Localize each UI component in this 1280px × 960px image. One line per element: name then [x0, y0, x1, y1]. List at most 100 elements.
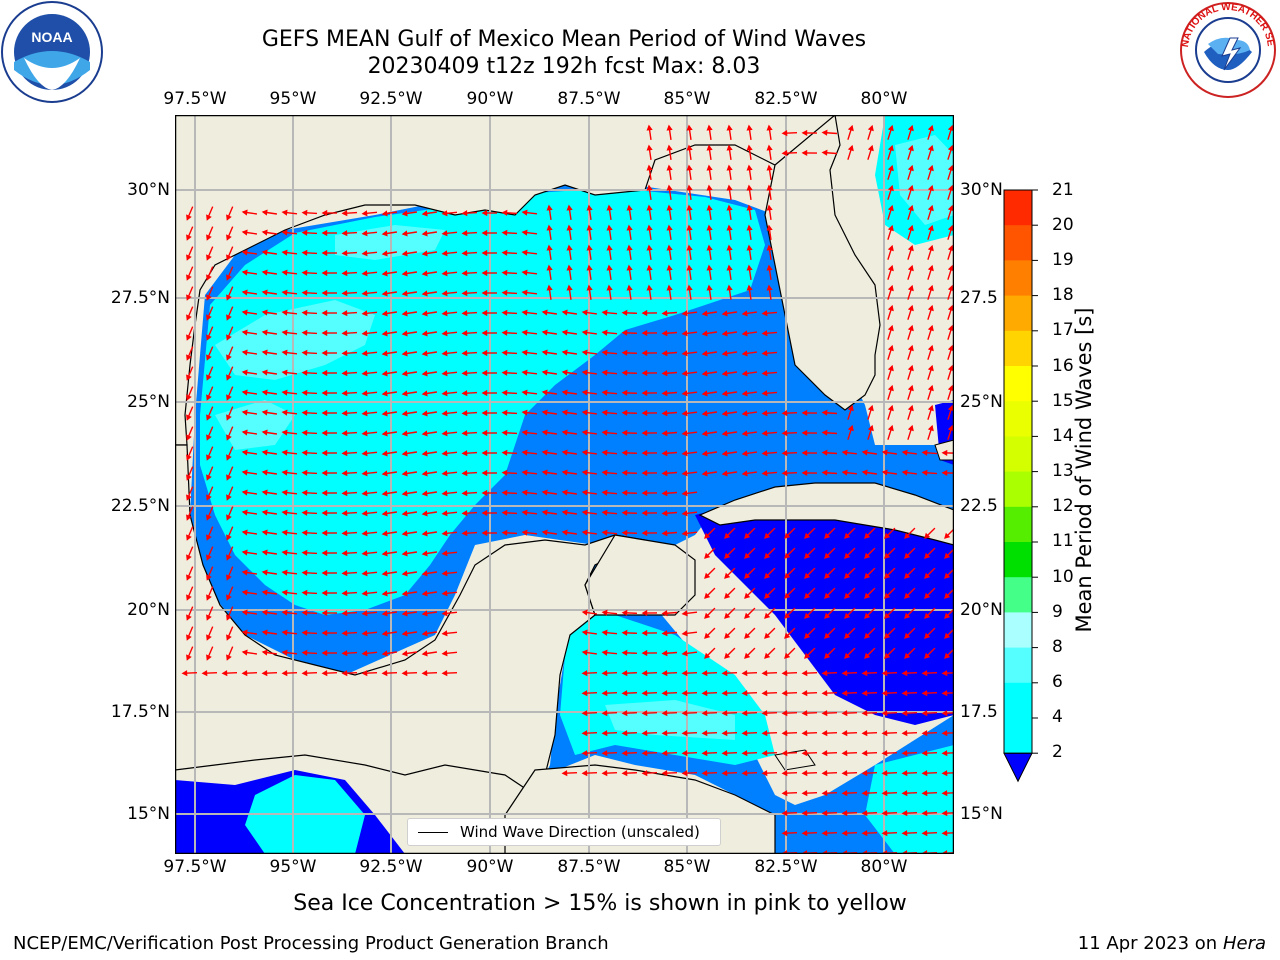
wind-wave-arrowhead [481, 509, 488, 517]
wind-wave-arrowhead [721, 730, 728, 737]
wind-wave-arrowhead [401, 430, 408, 437]
wind-wave-arrowhead [861, 730, 868, 737]
wind-wave-arrowhead [261, 629, 268, 636]
wind-wave-arrowhead [281, 449, 288, 456]
wind-wave-arrowhead [681, 390, 688, 397]
wind-wave-arrowhead [321, 589, 328, 597]
wind-wave-arrowhead [401, 350, 408, 357]
wind-wave-arrowhead [441, 370, 448, 377]
wind-wave-arrowhead [741, 410, 748, 417]
wind-wave-arrowhead [241, 389, 248, 396]
wind-wave-arrowhead [841, 750, 848, 757]
wind-wave-arrowhead [844, 592, 851, 599]
wind-wave-arrowhead [521, 349, 528, 356]
wind-wave-arrowhead [186, 494, 192, 501]
wind-wave-arrowhead [521, 309, 528, 316]
colorbar-tick: 4 [1052, 707, 1063, 727]
wind-wave-arrowhead [701, 750, 708, 757]
wind-wave-arrowhead [341, 650, 348, 657]
wind-wave-arrowhead [764, 552, 771, 559]
wind-wave-arrowhead [321, 409, 328, 417]
wind-wave-arrowhead [206, 454, 212, 461]
wind-wave-arrowhead [626, 204, 633, 211]
wind-wave-arrowhead [381, 650, 388, 657]
wind-wave-arrowhead [586, 204, 593, 211]
wind-wave-arrowhead [321, 549, 328, 557]
wind-wave-arrowhead [261, 369, 268, 376]
wind-wave-arrowhead [761, 710, 768, 717]
wind-wave-arrowhead [206, 494, 212, 501]
wind-wave-arrowhead [761, 470, 768, 477]
wind-wave-arrowhead [281, 529, 288, 536]
legend-label: Wind Wave Direction (unscaled) [460, 823, 700, 841]
wind-wave-arrowhead [441, 650, 448, 657]
wind-wave-arrowhead [907, 364, 914, 372]
wind-wave-arrowhead [186, 394, 192, 401]
wind-wave-arrowhead [586, 264, 593, 271]
wind-wave-arrowhead [341, 610, 348, 617]
wind-wave-arrowhead [341, 390, 348, 397]
wind-wave-arrowhead [621, 670, 628, 677]
wind-wave-arrowhead [661, 410, 668, 417]
wind-wave-arrowhead [921, 810, 928, 817]
wind-wave-arrowhead [801, 730, 808, 737]
wind-wave-arrowhead [927, 224, 934, 232]
wind-wave-arrowhead [301, 229, 308, 236]
wind-wave-arrowhead [661, 650, 668, 657]
lon-tick-bottom: 85°W [663, 857, 711, 877]
wind-wave-arrowhead [481, 249, 488, 257]
wind-wave-arrowhead [744, 572, 751, 579]
wind-wave-arrowhead [581, 629, 588, 636]
wind-wave-arrowhead [261, 389, 268, 396]
wind-wave-arrowhead [441, 250, 448, 257]
wind-wave-arrowhead [601, 429, 608, 436]
wind-wave-arrowhead [361, 350, 368, 357]
wind-wave-arrowhead [321, 529, 328, 537]
wind-wave-arrowhead [646, 264, 653, 271]
wind-wave-arrowhead [281, 429, 288, 436]
wind-wave-arrowhead [686, 184, 693, 191]
wind-wave-arrowhead [761, 730, 768, 737]
wind-wave-arrowhead [927, 424, 934, 432]
wind-wave-arrowhead [481, 329, 488, 337]
wind-wave-arrowhead [641, 509, 648, 517]
wind-wave-arrowhead [601, 329, 608, 336]
wind-wave-arrowhead [924, 552, 931, 559]
wind-wave-arrowhead [741, 430, 748, 437]
wind-wave-arrowhead [721, 370, 728, 377]
wind-wave-arrowhead [561, 449, 568, 456]
wind-wave-arrowhead [907, 404, 914, 412]
wind-wave-arrowhead [681, 710, 688, 717]
wind-wave-arrowhead [887, 184, 894, 192]
wind-wave-arrowhead [261, 349, 268, 356]
wind-wave-arrowhead [186, 294, 192, 301]
wind-wave-arrowhead [781, 790, 788, 797]
wind-wave-arrowhead [947, 264, 954, 272]
wind-wave-arrowhead [887, 424, 894, 432]
wind-wave-arrowhead [881, 730, 888, 737]
wind-wave-arrowhead [701, 730, 708, 737]
wind-wave-arrowhead [764, 612, 771, 619]
wind-wave-arrowhead [944, 612, 951, 619]
wind-wave-arrowhead [501, 489, 508, 496]
wind-wave-arrowhead [421, 530, 428, 537]
wind-wave-arrowhead [867, 144, 874, 152]
wind-wave-arrowhead [461, 290, 468, 297]
chart-subtitle: 20230409 t12z 192h fcst Max: 8.03 [367, 54, 761, 79]
wind-wave-arrowhead [646, 224, 653, 231]
wind-wave-arrowhead [481, 209, 488, 217]
wind-wave-arrowhead [601, 750, 608, 757]
wind-wave-arrowhead [724, 632, 731, 639]
wind-wave-arrowhead [481, 269, 488, 277]
wind-wave-arrowhead [421, 310, 428, 317]
wind-wave-arrowhead [907, 324, 914, 332]
colorbar-tick: 18 [1052, 285, 1074, 305]
wind-wave-arrowhead [241, 349, 248, 356]
wind-wave-arrowhead [541, 529, 548, 536]
wind-wave-arrowhead [881, 810, 888, 817]
wind-wave-arrowhead [724, 552, 731, 559]
wind-wave-arrowhead [641, 489, 648, 497]
wind-wave-arrowhead [821, 710, 828, 717]
wind-wave-arrowhead [881, 790, 888, 797]
wind-wave-arrowhead [281, 649, 288, 656]
